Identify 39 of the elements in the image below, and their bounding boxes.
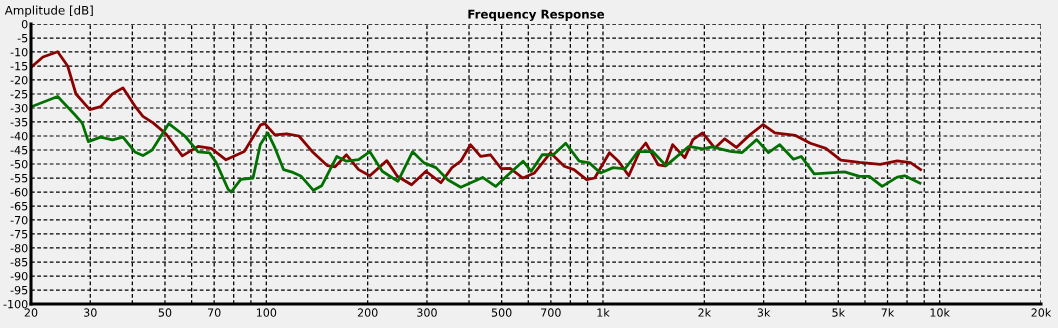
x-tick-label: 30: [84, 308, 97, 317]
y-tick-label: -85: [10, 257, 28, 267]
y-axis-title: Amplitude [dB]: [4, 5, 93, 17]
x-tick-label: 20: [24, 308, 38, 317]
y-tick-label: -15: [10, 62, 28, 71]
y-tick-label: -5: [17, 34, 28, 43]
y-tick-label: -25: [10, 89, 28, 99]
y-tick-label: -75: [10, 230, 28, 239]
y-tick-label: -35: [10, 117, 28, 127]
x-tick-label: 10k: [930, 308, 950, 317]
chart-title: Frequency Response: [468, 9, 605, 21]
y-tick-label: -45: [10, 146, 28, 155]
x-tick-label: 1k: [597, 308, 610, 317]
y-tick-label: -65: [10, 201, 28, 211]
x-tick-label: 50: [158, 308, 172, 317]
y-tick-label: 0: [21, 19, 28, 29]
x-tick-label: 200: [357, 308, 378, 317]
x-tick-label: 70: [208, 308, 221, 317]
y-tick-label: -95: [10, 285, 28, 295]
y-tick-label: -40: [10, 131, 28, 141]
x-tick-label: 100: [256, 308, 277, 317]
x-tick-label: 300: [417, 308, 437, 317]
y-tick-label: -60: [10, 187, 28, 197]
x-tick-label: 700: [541, 308, 561, 317]
y-tick-label: -10: [10, 47, 28, 57]
y-tick-label: -55: [10, 174, 28, 183]
y-tick-label: -100: [3, 299, 28, 309]
y-tick-label: -80: [10, 243, 28, 253]
y-tick-label: -20: [10, 75, 28, 85]
x-tick-label: 500: [491, 308, 512, 317]
y-tick-label: -50: [10, 159, 28, 169]
x-tick-label: 2k: [698, 308, 712, 317]
y-tick-label: -90: [10, 271, 28, 281]
x-tick-label: 20k: [1031, 308, 1052, 317]
x-tick-label: 5k: [832, 308, 846, 317]
y-tick-label: -70: [10, 215, 28, 225]
x-tick-label: 7k: [881, 308, 895, 317]
y-tick-label: -30: [10, 103, 28, 113]
x-tick-label: 3k: [757, 308, 771, 317]
